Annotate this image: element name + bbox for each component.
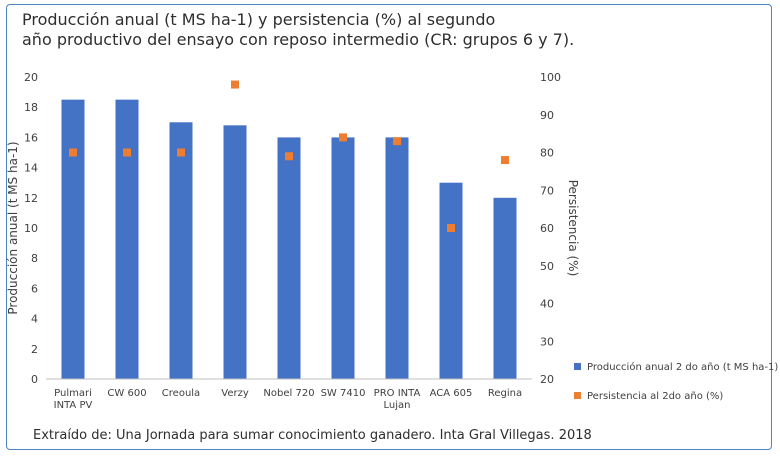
y-tick-label: 20: [24, 71, 38, 84]
bar: [61, 99, 85, 380]
marker-series: [69, 80, 509, 232]
legend-bar-swatch: [574, 363, 581, 370]
x-tick-label: Lujan: [384, 400, 411, 411]
x-tick-label: PRO INTA: [374, 388, 421, 399]
y2-tick-label: 90: [540, 109, 554, 122]
bar: [439, 182, 463, 379]
y-tick-label: 14: [24, 162, 38, 175]
bar: [493, 197, 517, 379]
x-tick-label: SW 7410: [321, 388, 366, 399]
y-tick-label: 6: [31, 282, 38, 295]
chart: 0 2 4 6 8 10 12 14 16 18 20 20 30 40 50 60 70 80 90 100 Pu…: [6, 71, 778, 411]
title-line-2: año productivo del ensayo con reposo int…: [22, 30, 575, 49]
bar: [169, 122, 193, 380]
y-tick-label: 2: [31, 343, 38, 356]
y-tick-label: 0: [31, 373, 38, 386]
y-tick-label: 16: [24, 131, 38, 144]
legend-marker-swatch: [574, 392, 581, 399]
persistence-marker: [231, 80, 239, 89]
y2-tick-label: 50: [540, 260, 554, 273]
y2-tick-label: 60: [540, 222, 554, 235]
y-tick-label: 4: [31, 313, 38, 326]
title-line-1: Producción anual (t MS ha-1) y persisten…: [22, 10, 496, 29]
y-tick-label: 8: [31, 252, 38, 265]
bar-series: [61, 99, 517, 380]
source-caption: Extraído de: Una Jornada para sumar cono…: [33, 428, 592, 443]
legend-bar-label: Producción anual 2 do año (t MS ha-1): [587, 361, 778, 373]
y-tick-label: 12: [24, 192, 38, 205]
x-tick-label: Pulmari: [54, 388, 92, 399]
y-axis-title: Producción anual (t MS ha-1): [6, 141, 20, 314]
y2-axis-title: Persistencia (%): [566, 180, 580, 277]
x-tick-label: Creoula: [162, 388, 200, 399]
y-tick-label: 10: [24, 222, 38, 235]
chart-title: Producción anual (t MS ha-1) y persisten…: [22, 10, 662, 50]
bar: [331, 137, 355, 379]
persistence-marker: [285, 152, 293, 161]
legend-marker-label: Persistencia al 2do año (%): [587, 391, 723, 402]
x-tick-label: CW 600: [107, 388, 146, 399]
y-tick-label: 18: [24, 101, 38, 114]
persistence-marker: [447, 224, 455, 232]
bar: [223, 125, 247, 379]
y2-tick-label: 70: [540, 184, 554, 197]
persistence-marker: [339, 133, 347, 142]
x-tick-label: Nobel 720: [263, 388, 314, 399]
persistence-marker: [69, 148, 77, 157]
y2-tick-label: 20: [540, 373, 554, 386]
x-tick-label: Regina: [488, 388, 522, 399]
legend: Producción anual 2 do año (t MS ha-1) Pe…: [574, 361, 778, 402]
persistence-marker: [123, 148, 131, 157]
bar: [277, 137, 301, 379]
bar: [385, 137, 409, 379]
x-tick-label: INTA PV: [54, 400, 93, 411]
bar: [115, 99, 139, 380]
y2-tick-label: 80: [540, 147, 554, 160]
persistence-marker: [501, 156, 509, 165]
y-axis-left: 0 2 4 6 8 10 12 14 16 18 20: [24, 71, 38, 386]
persistence-marker: [393, 137, 401, 146]
y2-tick-label: 40: [540, 298, 554, 311]
x-tick-label: Verzy: [221, 388, 249, 399]
y-axis-right: 20 30 40 50 60 70 80 90 100: [540, 71, 561, 386]
y2-tick-label: 30: [540, 335, 554, 348]
persistence-marker: [177, 148, 185, 157]
y2-tick-label: 100: [540, 71, 561, 84]
x-tick-label: ACA 605: [430, 388, 473, 399]
